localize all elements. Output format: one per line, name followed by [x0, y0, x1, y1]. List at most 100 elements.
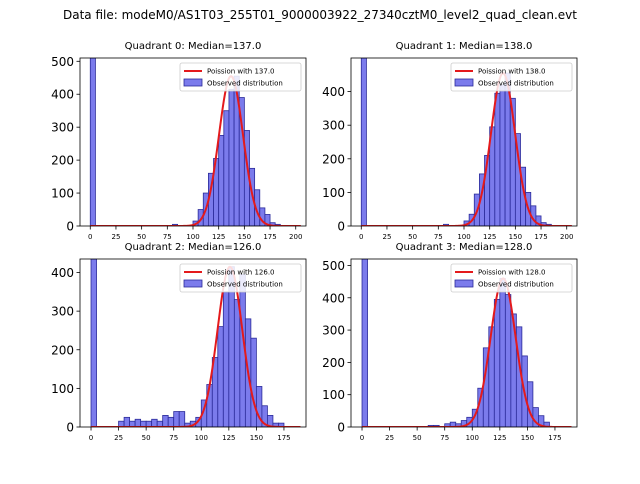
x-tick-label: 75 — [440, 434, 449, 442]
histogram-bar — [123, 416, 131, 427]
histogram-bar — [504, 294, 512, 427]
x-tick-label: 50 — [142, 434, 151, 442]
x-tick-label: 125 — [493, 434, 506, 442]
legend-bar-swatch — [183, 279, 203, 288]
plot-area — [360, 58, 572, 226]
quadrant-0-panel: 0 25 50 75 100 125 150 175 200 0 100 200 300 400 500 Qu… — [51, 41, 307, 241]
legend-label-fit: Poission with 137.0 — [207, 68, 275, 76]
histogram-bar — [538, 415, 545, 427]
quadrant-1-panel: 0 25 50 75 100 125 150 175 200 0 100 200 300 400 Quadr… — [322, 41, 578, 241]
y-tick-label: 500 — [51, 55, 74, 69]
x-tick-label: 25 — [111, 233, 120, 241]
histogram-bar — [134, 418, 142, 427]
x-tick-label: 50 — [137, 233, 146, 241]
y-tick-label: 100 — [51, 187, 74, 201]
histogram-bar — [278, 422, 285, 427]
plot-area — [89, 58, 301, 226]
legend-bar-swatch — [183, 78, 203, 87]
legend-label-fit: Poission with 138.0 — [478, 68, 546, 76]
poisson-fit-line — [362, 277, 572, 427]
legend-bar-swatch — [454, 279, 474, 288]
x-tick-label: 0 — [89, 434, 93, 442]
legend-box — [179, 62, 302, 92]
legend-box — [179, 263, 302, 293]
histogram-bar — [499, 84, 506, 226]
y-tick-label: 300 — [51, 121, 74, 135]
y-tick-label: 100 — [322, 388, 345, 402]
x-tick-label: 200 — [289, 233, 302, 241]
histogram-bar — [223, 110, 230, 226]
panel-title: Quadrant 2: Median=126.0 — [125, 242, 262, 253]
x-tick-label: 175 — [534, 233, 547, 241]
x-tick-label: 100 — [457, 233, 470, 241]
y-tick-label: 500 — [322, 259, 345, 273]
histogram-bar — [218, 135, 225, 226]
x-tick-label: 150 — [250, 434, 263, 442]
histogram-bar — [222, 291, 230, 427]
y-tick-label: 300 — [51, 305, 74, 319]
legend: Poission with 138.0 Observed distribution — [450, 62, 573, 92]
legend-label-observed: Observed distribution — [207, 80, 283, 88]
figure-title: Data file: modeM0/AS1T03_255T01_90000039… — [63, 8, 577, 22]
x-tick-label: 175 — [277, 434, 290, 442]
histogram-bar — [233, 299, 241, 427]
x-tick-label: 25 — [385, 434, 394, 442]
x-tick-label: 125 — [222, 434, 235, 442]
y-tick-label: 300 — [322, 324, 345, 338]
y-tick-label: 200 — [322, 152, 345, 166]
histogram-bar — [178, 411, 186, 427]
x-tick-label: 100 — [466, 434, 479, 442]
x-tick-label: 25 — [382, 233, 391, 241]
x-tick-label: 100 — [195, 434, 208, 442]
poisson-fit-line — [91, 265, 301, 427]
histogram-bar — [250, 337, 257, 427]
x-tick-label: 200 — [560, 233, 573, 241]
x-tick-label: 175 — [548, 434, 561, 442]
x-tick-label: 100 — [186, 233, 199, 241]
x-tick-label: 75 — [169, 434, 178, 442]
y-tick-label: 400 — [51, 266, 74, 280]
x-tick-label: 150 — [509, 233, 522, 241]
axes-frame — [79, 258, 307, 428]
poisson-fit-line — [90, 74, 301, 226]
histogram-bar — [228, 88, 235, 226]
panel-title: Quadrant 3: Median=128.0 — [396, 242, 533, 253]
y-tick-label: 200 — [51, 343, 74, 357]
axes-frame — [350, 258, 578, 428]
y-tick-label: 0 — [66, 421, 74, 435]
x-tick-label: 125 — [212, 233, 225, 241]
histogram-bar — [361, 259, 368, 427]
x-tick-label: 75 — [163, 233, 172, 241]
y-tick-label: 300 — [322, 119, 345, 133]
plot-area — [361, 259, 572, 427]
x-tick-label: 150 — [238, 233, 251, 241]
legend-label-fit: Poission with 126.0 — [207, 269, 275, 277]
x-tick-label: 0 — [360, 434, 364, 442]
panel-title: Quadrant 1: Median=138.0 — [396, 41, 533, 52]
legend-box — [450, 263, 573, 293]
x-tick-label: 75 — [434, 233, 443, 241]
legend-box — [450, 62, 573, 92]
plot-area — [90, 259, 301, 427]
histogram-bar — [499, 277, 506, 427]
histogram-bar — [167, 416, 175, 427]
quadrant-2-panel: 0 25 50 75 100 125 150 175 0 100 200 300 400 Quadrant… — [51, 242, 307, 442]
x-tick-label: 0 — [88, 233, 92, 241]
histogram-bar — [360, 58, 367, 226]
legend-label-observed: Observed distribution — [207, 281, 283, 289]
y-tick-label: 0 — [337, 220, 345, 234]
x-tick-label: 0 — [359, 233, 363, 241]
histogram-bar — [89, 58, 96, 226]
histogram-bar — [90, 259, 97, 427]
legend: Poission with 126.0 Observed distribution — [179, 263, 302, 293]
x-tick-label: 125 — [483, 233, 496, 241]
y-tick-label: 200 — [51, 154, 74, 168]
histogram-bar — [494, 92, 501, 226]
legend: Poission with 128.0 Observed distribution — [450, 263, 573, 293]
poisson-fit-line — [361, 71, 572, 226]
x-tick-label: 150 — [521, 434, 534, 442]
y-tick-label: 100 — [51, 382, 74, 396]
x-tick-label: 50 — [408, 233, 417, 241]
